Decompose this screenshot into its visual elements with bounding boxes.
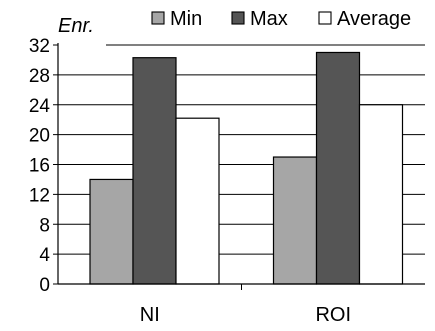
- bar-average-ni: [175, 117, 220, 285]
- y-axis-ticks: 0 4 8 12 16 20 24 28 32: [29, 36, 58, 296]
- legend-swatch-max: [231, 11, 245, 25]
- y-axis-label: Enr.: [58, 15, 94, 37]
- legend-label-max: Max: [250, 8, 288, 30]
- legend-swatch-average: [318, 11, 332, 25]
- bar-min-roi: [272, 156, 318, 285]
- y-tick-label: 8: [39, 215, 50, 236]
- y-tick-label: 32: [29, 36, 50, 57]
- y-tick-label: 16: [29, 156, 50, 177]
- x-tick-label: NI: [140, 304, 160, 326]
- x-tick-label: ROI: [315, 304, 351, 326]
- y-tick-label: 20: [29, 126, 50, 147]
- y-tick-label: 4: [39, 245, 50, 266]
- bar-max-ni: [132, 57, 177, 285]
- legend-label-average: Average: [337, 8, 411, 30]
- legend: Min Max Average: [151, 8, 411, 30]
- bar-average-roi: [358, 104, 404, 285]
- bar-min-ni: [89, 178, 134, 285]
- y-tick-label: 0: [39, 275, 50, 296]
- legend-swatch-min: [151, 11, 165, 25]
- bars: [89, 51, 404, 285]
- legend-label-min: Min: [170, 8, 202, 30]
- x-axis-labels: NI ROI: [140, 284, 351, 326]
- y-tick-label: 24: [29, 96, 51, 117]
- y-tick-label: 12: [29, 185, 50, 206]
- bar-max-roi: [315, 51, 361, 285]
- y-tick-label: 28: [29, 66, 50, 87]
